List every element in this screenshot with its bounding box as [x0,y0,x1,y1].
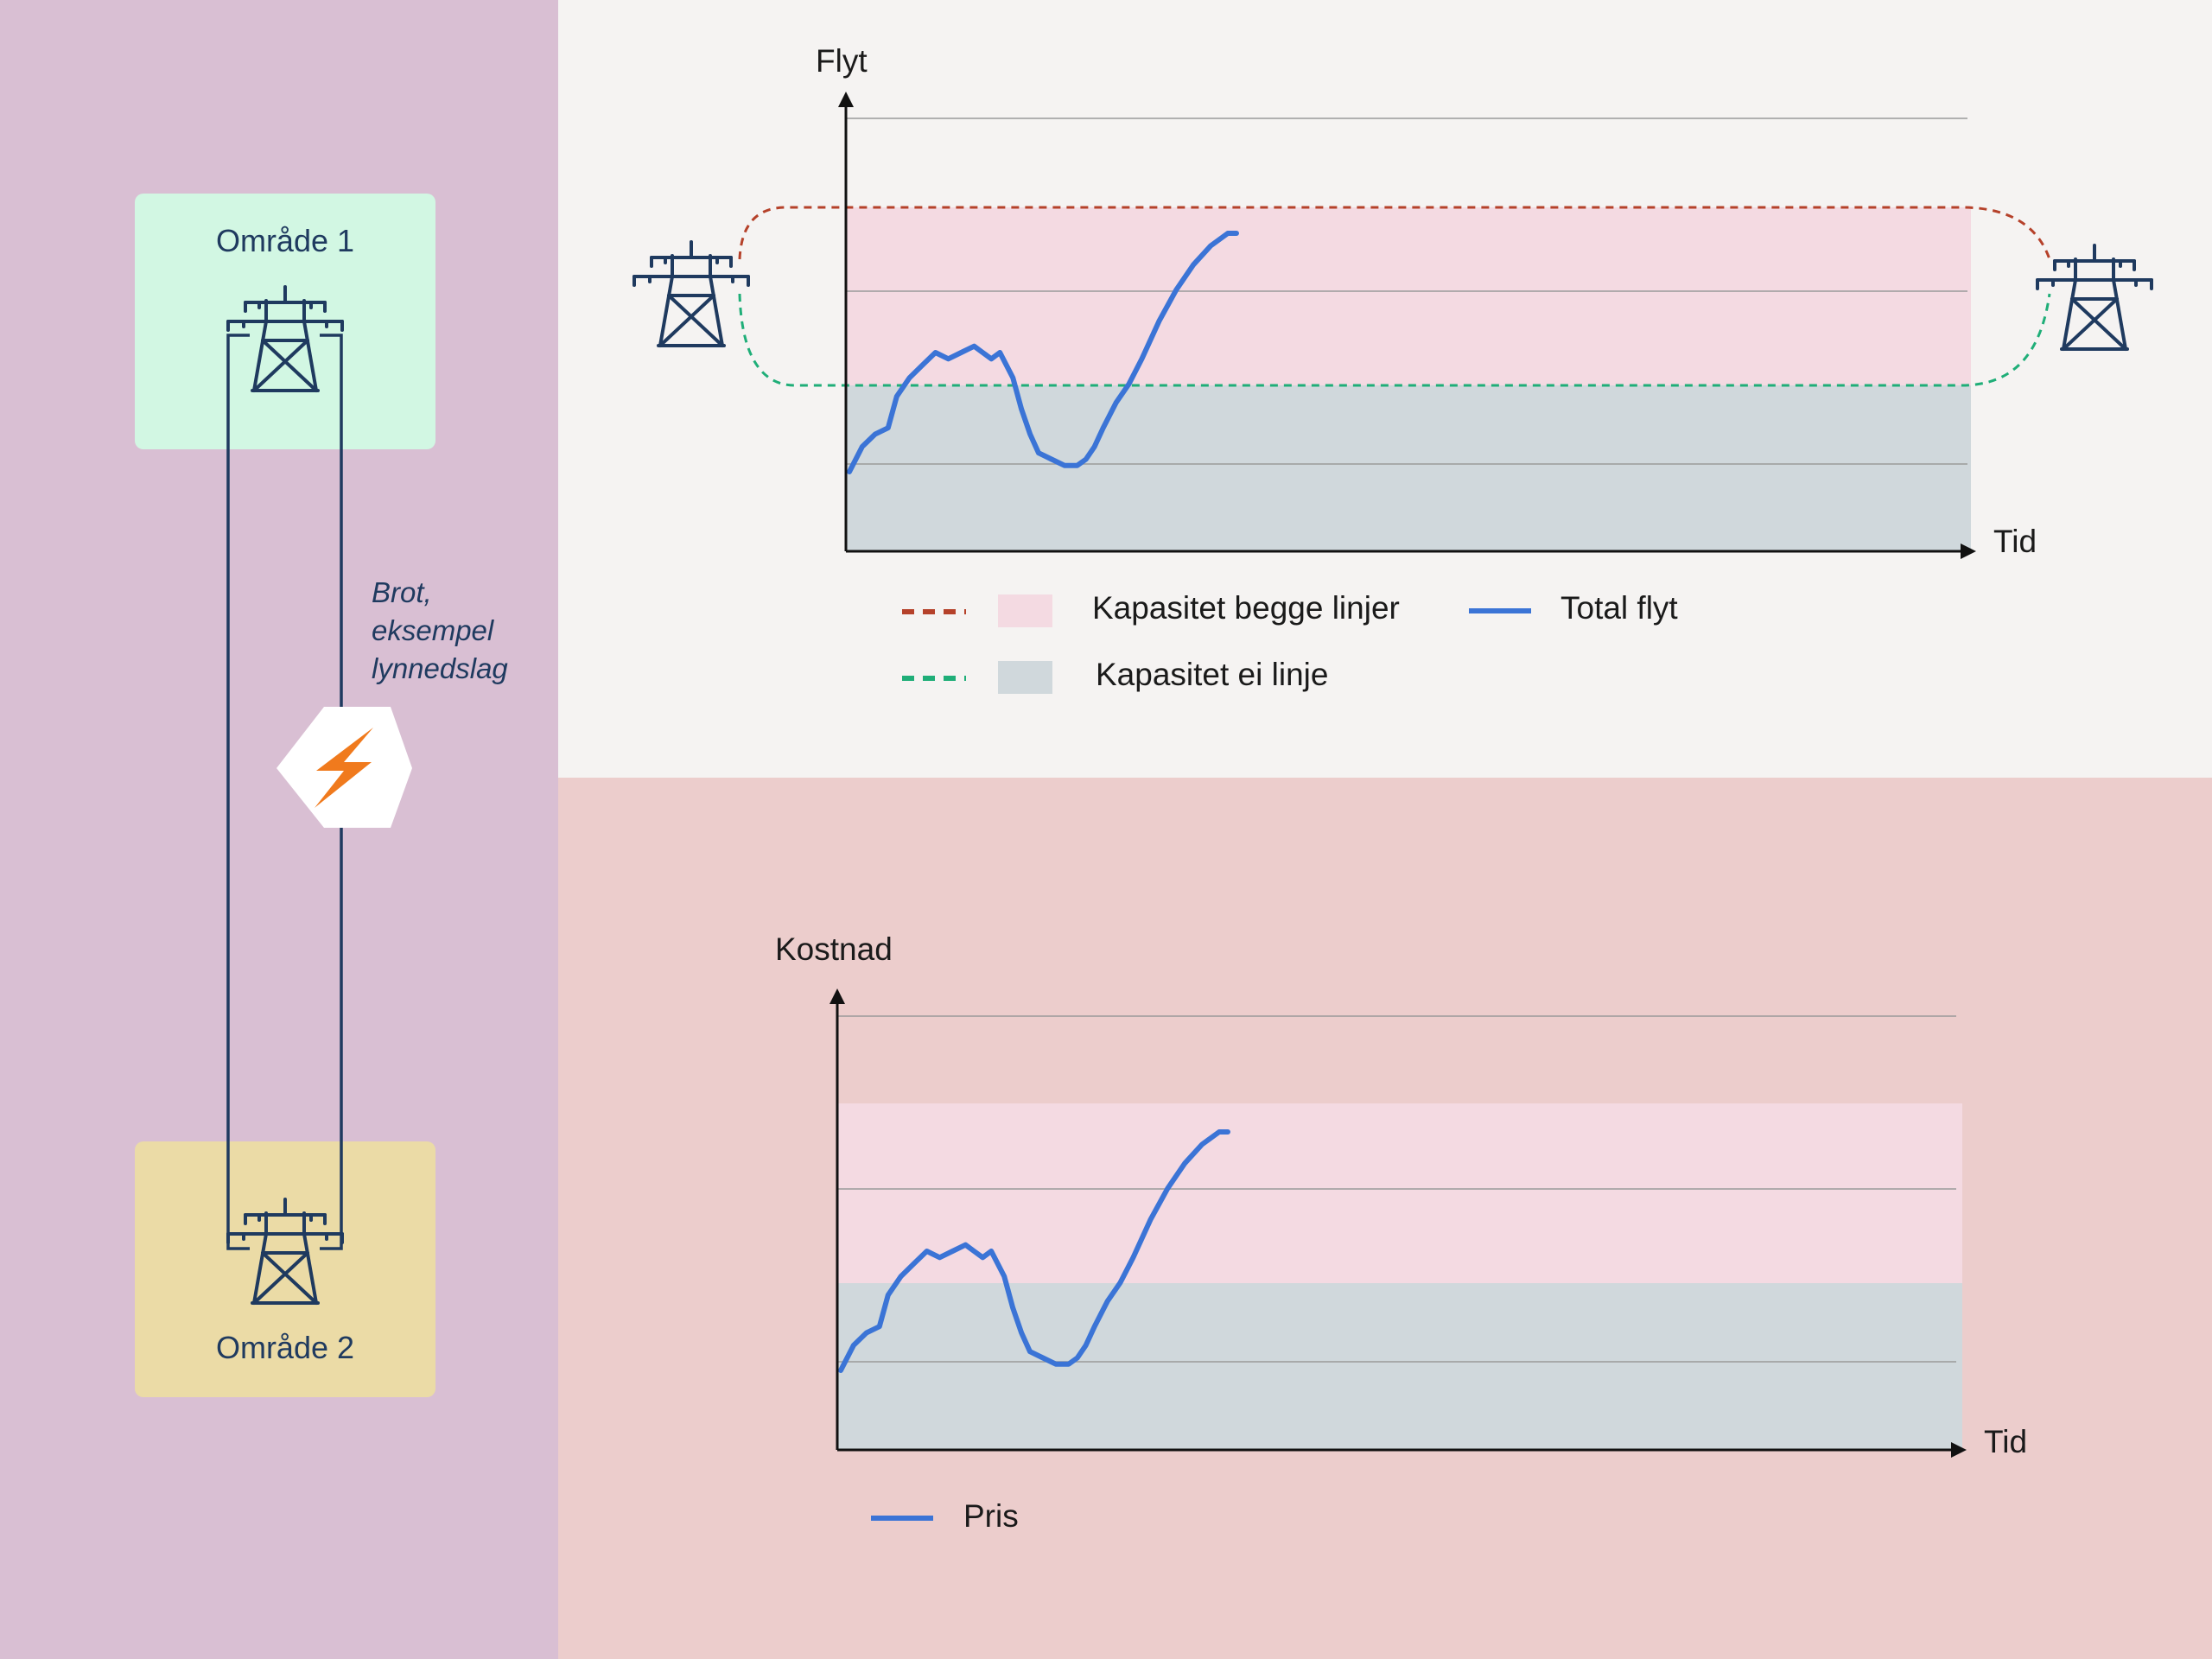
cost-chart-grid [837,1015,1956,1363]
capacity-one-band [846,385,1971,551]
area-1-label: Område 1 [215,223,355,258]
capacity-both-band [846,207,1971,385]
tower-area-2-icon [226,1198,344,1305]
break-label-line-2: eksempel [372,614,494,646]
capacity-both-dashed-line [738,206,2051,260]
cost-lower-band [837,1283,1962,1450]
tower-right-icon [2036,244,2153,351]
x-axis-arrow [1951,1442,1967,1458]
flow-chart [632,92,2153,694]
tower-left-icon [632,240,750,347]
price-line [838,1129,1230,1373]
cost-chart-axes [830,988,1967,1458]
cost-chart [830,988,1967,1521]
lightning-icon [276,707,412,828]
left-panel: Område 1 Område 2 Brot, eksempel lynneds… [0,0,558,1659]
area-2-box: Område 2 [135,1141,435,1397]
tower-area-1-icon [226,285,344,392]
legend-capacity-one-label: Kapasitet ei linje [1096,657,1329,692]
x-axis-arrow [1961,543,1976,559]
area-2-label: Område 2 [215,1330,355,1365]
flow-time-axis-label: Tid [1993,524,2037,559]
legend-capacity-one-swatch [998,661,1052,694]
total-flow-line [847,231,1239,474]
legend-capacity-both-swatch [998,594,1052,627]
legend-price-label: Pris [963,1498,1019,1534]
cost-time-axis-label: Tid [1984,1424,2028,1459]
flow-chart-grid [846,118,1967,465]
cost-axis-label: Kostnad [775,931,893,967]
y-axis-arrow [838,92,854,107]
break-label: Brot, eksempel lynnedslag [372,574,508,688]
break-label-line-1: Brot, [372,576,432,608]
flow-chart-axes [838,92,1976,559]
legend-capacity-both-label: Kapasitet begge linjer [1092,590,1400,626]
y-axis-arrow [830,988,845,1004]
flow-axis-label: Flyt [816,43,868,79]
capacity-one-dashed-line [738,293,2051,387]
break-label-line-3: lynnedslag [372,652,508,684]
cost-upper-band [837,1103,1962,1283]
legend-total-flow-label: Total flyt [1560,590,1678,626]
